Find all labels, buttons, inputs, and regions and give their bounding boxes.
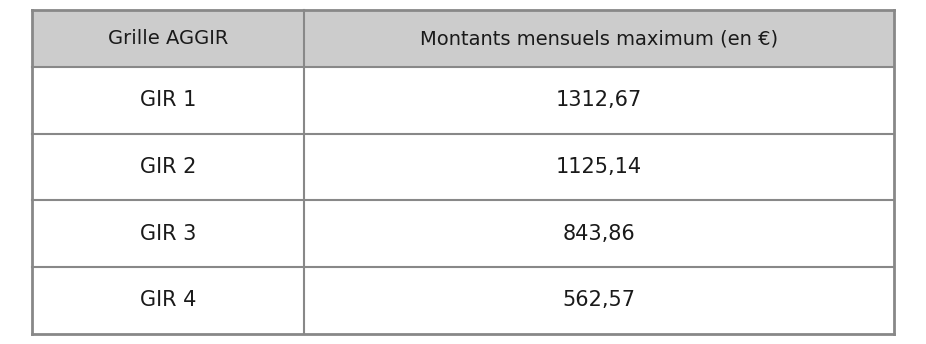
Text: Montants mensuels maximum (en €): Montants mensuels maximum (en €) [419, 29, 778, 48]
Text: 562,57: 562,57 [562, 290, 635, 310]
Text: GIR 3: GIR 3 [140, 224, 196, 244]
Bar [32, 200, 304, 267]
Bar [304, 67, 894, 133]
Bar [304, 133, 894, 200]
Bar [304, 10, 894, 67]
Text: GIR 1: GIR 1 [140, 90, 196, 110]
Bar [304, 200, 894, 267]
Bar [32, 67, 304, 133]
Text: 843,86: 843,86 [562, 224, 635, 244]
Text: Grille AGGIR: Grille AGGIR [107, 29, 228, 48]
Text: 1125,14: 1125,14 [556, 157, 642, 177]
Text: GIR 2: GIR 2 [140, 157, 196, 177]
Bar [32, 133, 304, 200]
Bar [304, 267, 894, 334]
Bar [32, 267, 304, 334]
Text: GIR 4: GIR 4 [140, 290, 196, 310]
Bar [32, 10, 304, 67]
Text: 1312,67: 1312,67 [556, 90, 642, 110]
